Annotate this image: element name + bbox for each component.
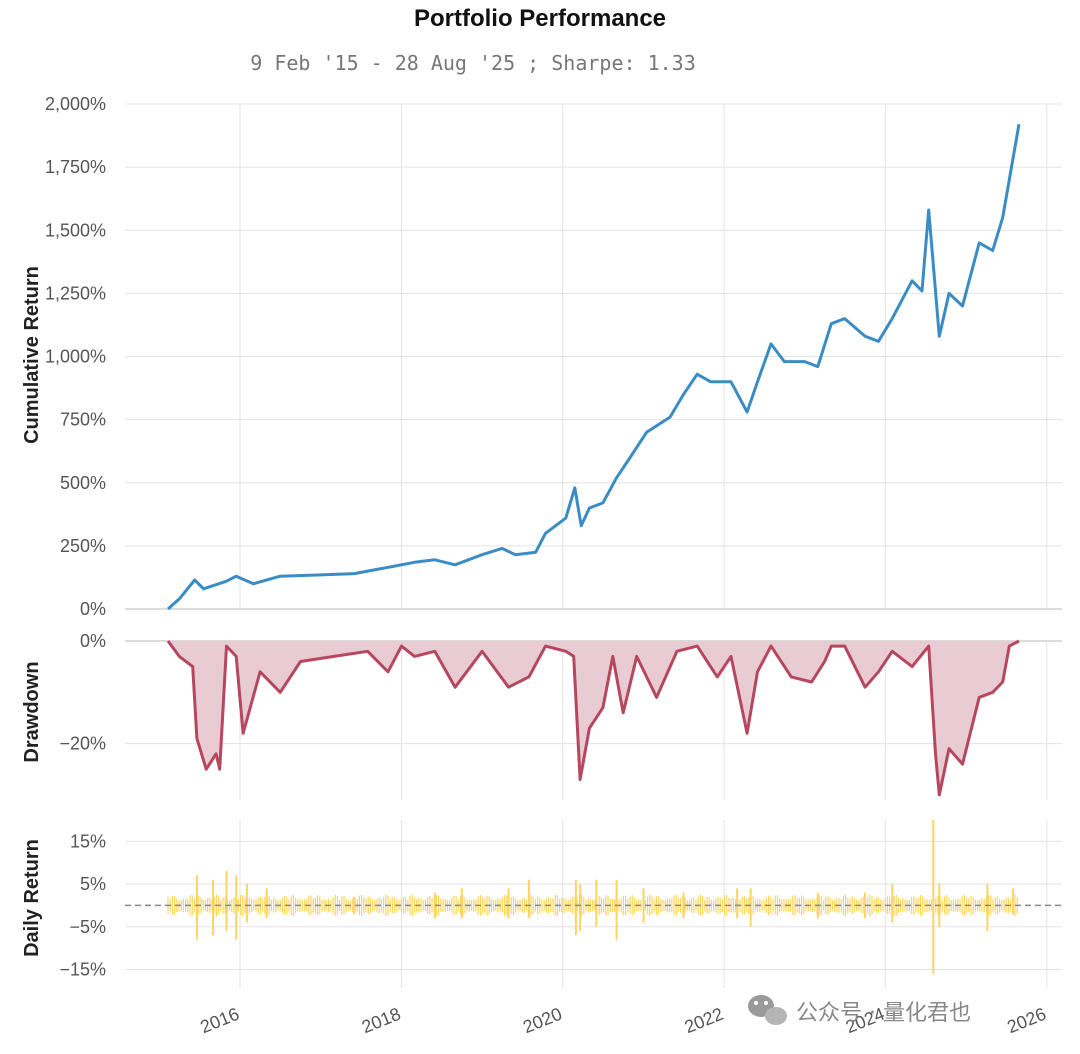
x-tick-label: 2022 [682, 1004, 727, 1038]
watermark: 公众号 · 量化君也 [748, 995, 971, 1026]
x-tick-label: 2018 [359, 1004, 404, 1038]
drawdown-panel: 0% −20% [59, 631, 1062, 797]
cumulative-return-line [167, 123, 1021, 611]
wechat-icon [748, 995, 787, 1025]
y-tick-label: 1,000% [45, 347, 106, 367]
drawdown-area [168, 641, 1019, 795]
y-tick-label: 5% [80, 874, 106, 894]
y-tick-label: −5% [69, 917, 106, 937]
chart-title: Portfolio Performance [414, 5, 666, 32]
y-tick-label: 1,750% [45, 157, 106, 177]
cumulative-return-axis-label: Cumulative Return [21, 266, 43, 444]
drawdown-line [166, 639, 1020, 797]
x-tick-label: 2020 [520, 1004, 565, 1038]
y-tick-label: 15% [70, 831, 106, 851]
chart-subtitle: 9 Feb '15 - 28 Aug '25 ; Sharpe: 1.33 [250, 51, 696, 75]
daily-return-axis-label: Daily Return [21, 839, 43, 957]
y-tick-label: 1,500% [45, 220, 106, 240]
drawdown-axis-label: Drawdown [21, 661, 43, 762]
y-tick-label: −15% [59, 959, 106, 979]
y-tick-label: −20% [59, 734, 106, 754]
daily-return-panel: 15% 5% −5% −15% [59, 820, 1062, 979]
cumulative-return-panel: 0% 250% 500% 750% 1,000% 1,250% 1,500% 1,750% 2,… [45, 94, 1062, 619]
x-tick-label: 2026 [1004, 1004, 1049, 1038]
y-tick-label: 250% [60, 536, 106, 556]
y-tick-label: 2,000% [45, 94, 106, 114]
y-tick-label: 500% [60, 473, 106, 493]
y-tick-label: 750% [60, 410, 106, 430]
y-tick-label: 1,250% [45, 283, 106, 303]
y-tick-label: 0% [80, 599, 106, 619]
x-tick-label: 2016 [197, 1004, 242, 1038]
watermark-text: 公众号 · 量化君也 [796, 1001, 971, 1026]
y-tick-label: 0% [80, 631, 106, 651]
